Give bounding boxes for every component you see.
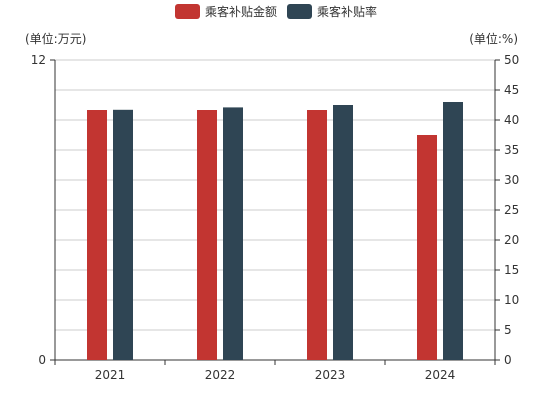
- bar-right-2023[interactable]: [333, 105, 353, 360]
- bar-left-2023[interactable]: [307, 110, 327, 360]
- x-axis-tick-label: 2023: [315, 368, 346, 382]
- legend-swatch-1[interactable]: [287, 4, 312, 19]
- right-axis-tick-label: 10: [504, 293, 519, 307]
- right-axis-tick-label: 20: [504, 233, 519, 247]
- x-axis-tick-label: 2022: [205, 368, 236, 382]
- left-axis-tick-label: 12: [31, 53, 46, 67]
- right-axis-tick-label: 25: [504, 203, 519, 217]
- legend: 乘客补贴金额 乘客补贴率: [175, 4, 377, 19]
- bar-right-2024[interactable]: [443, 102, 463, 360]
- right-axis-tick-label: 30: [504, 173, 519, 187]
- right-axis-unit-label: (单位:%): [469, 31, 518, 46]
- bar-left-2021[interactable]: [87, 110, 107, 360]
- x-axis-tick-label: 2024: [425, 368, 456, 382]
- right-axis-tick-label: 35: [504, 143, 519, 157]
- x-axis-tick-label: 2021: [95, 368, 126, 382]
- right-axis-tick-label: 40: [504, 113, 519, 127]
- bar-right-2022[interactable]: [223, 107, 243, 361]
- right-axis-tick-label: 5: [504, 323, 512, 337]
- legend-label-0[interactable]: 乘客补贴金额: [205, 4, 277, 19]
- bar-right-2021[interactable]: [113, 109, 133, 360]
- bar-left-2024[interactable]: [417, 135, 437, 360]
- bar-left-2022[interactable]: [197, 110, 217, 360]
- right-axis-tick-label: 0: [504, 353, 512, 367]
- left-axis-unit-label: (单位:万元): [25, 31, 86, 46]
- legend-swatch-0[interactable]: [175, 4, 200, 19]
- bars: [87, 102, 463, 361]
- right-axis-tick-label: 50: [504, 53, 519, 67]
- right-axis-tick-label: 45: [504, 83, 519, 97]
- axis-labels: (单位:万元) (单位:%) 0 5 10 15 20 25 30 35 40 45 50 0 12 2021…: [25, 31, 519, 382]
- left-axis-tick-label: 0: [38, 353, 46, 367]
- right-axis-tick-label: 15: [504, 263, 519, 277]
- legend-label-1[interactable]: 乘客补贴率: [317, 4, 377, 19]
